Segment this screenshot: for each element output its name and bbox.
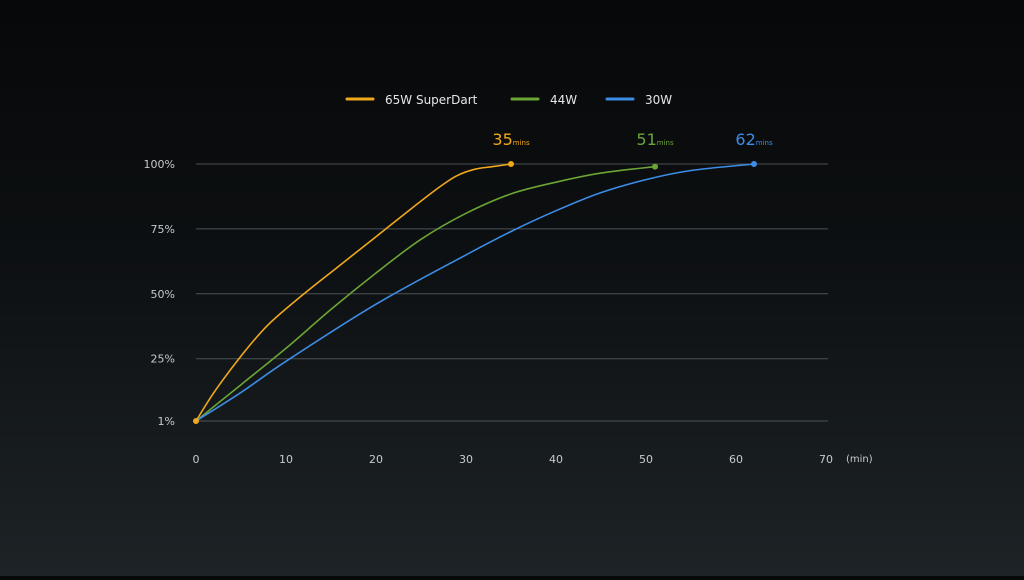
- y-tick-label-2: 50%: [151, 288, 175, 301]
- x-tick-label-4: 40: [549, 453, 563, 466]
- grid-lines: [196, 163, 828, 422]
- x-tick-label-3: 30: [459, 453, 473, 466]
- end-annotation-unit-1: mins: [657, 139, 674, 147]
- end-annotation-2: 62mins: [735, 130, 773, 149]
- x-axis-label: (min): [846, 454, 873, 465]
- x-tick-label-1: 10: [279, 453, 293, 466]
- series-lines: [195, 163, 755, 422]
- series-start-marker: [193, 418, 199, 424]
- series-line-2: [195, 163, 755, 422]
- x-tick-label-5: 50: [639, 453, 653, 466]
- series-line-1: [195, 165, 656, 422]
- series-markers: [193, 161, 757, 424]
- legend-label-0: 65W SuperDart: [385, 93, 478, 107]
- end-annotation-value-1: 51: [636, 130, 656, 149]
- legend-label-2: 30W: [645, 93, 672, 107]
- end-annotation-value-0: 35: [492, 130, 512, 149]
- x-tick-label-7: 70: [819, 453, 833, 466]
- y-tick-label-0: 1%: [158, 415, 175, 428]
- end-annotation-value-2: 62: [735, 130, 755, 149]
- x-tick-label-6: 60: [729, 453, 743, 466]
- legend-label-1: 44W: [550, 93, 577, 107]
- series-end-marker-1: [652, 163, 658, 170]
- series-line-0: [195, 163, 512, 422]
- legend: 65W SuperDart 44W 30W: [345, 93, 672, 107]
- end-annotations: 35mins 51mins 62mins: [492, 130, 773, 149]
- y-tick-label-3: 75%: [151, 223, 175, 236]
- end-annotation-0: 35mins: [492, 130, 530, 149]
- end-annotation-unit-2: mins: [756, 139, 773, 147]
- x-tick-label-0: 0: [193, 453, 200, 466]
- end-annotation-1: 51mins: [636, 130, 674, 149]
- x-tick-label-2: 20: [369, 453, 383, 466]
- series-end-marker-2: [751, 161, 757, 167]
- axis-labels: 1% 25% 50% 75% 100% 0 10 20 30 40 50 60 70 (min): [144, 158, 873, 466]
- end-annotation-unit-0: mins: [513, 139, 530, 147]
- y-tick-label-4: 100%: [144, 158, 175, 171]
- y-tick-label-1: 25%: [151, 353, 175, 366]
- series-end-marker-0: [508, 161, 514, 167]
